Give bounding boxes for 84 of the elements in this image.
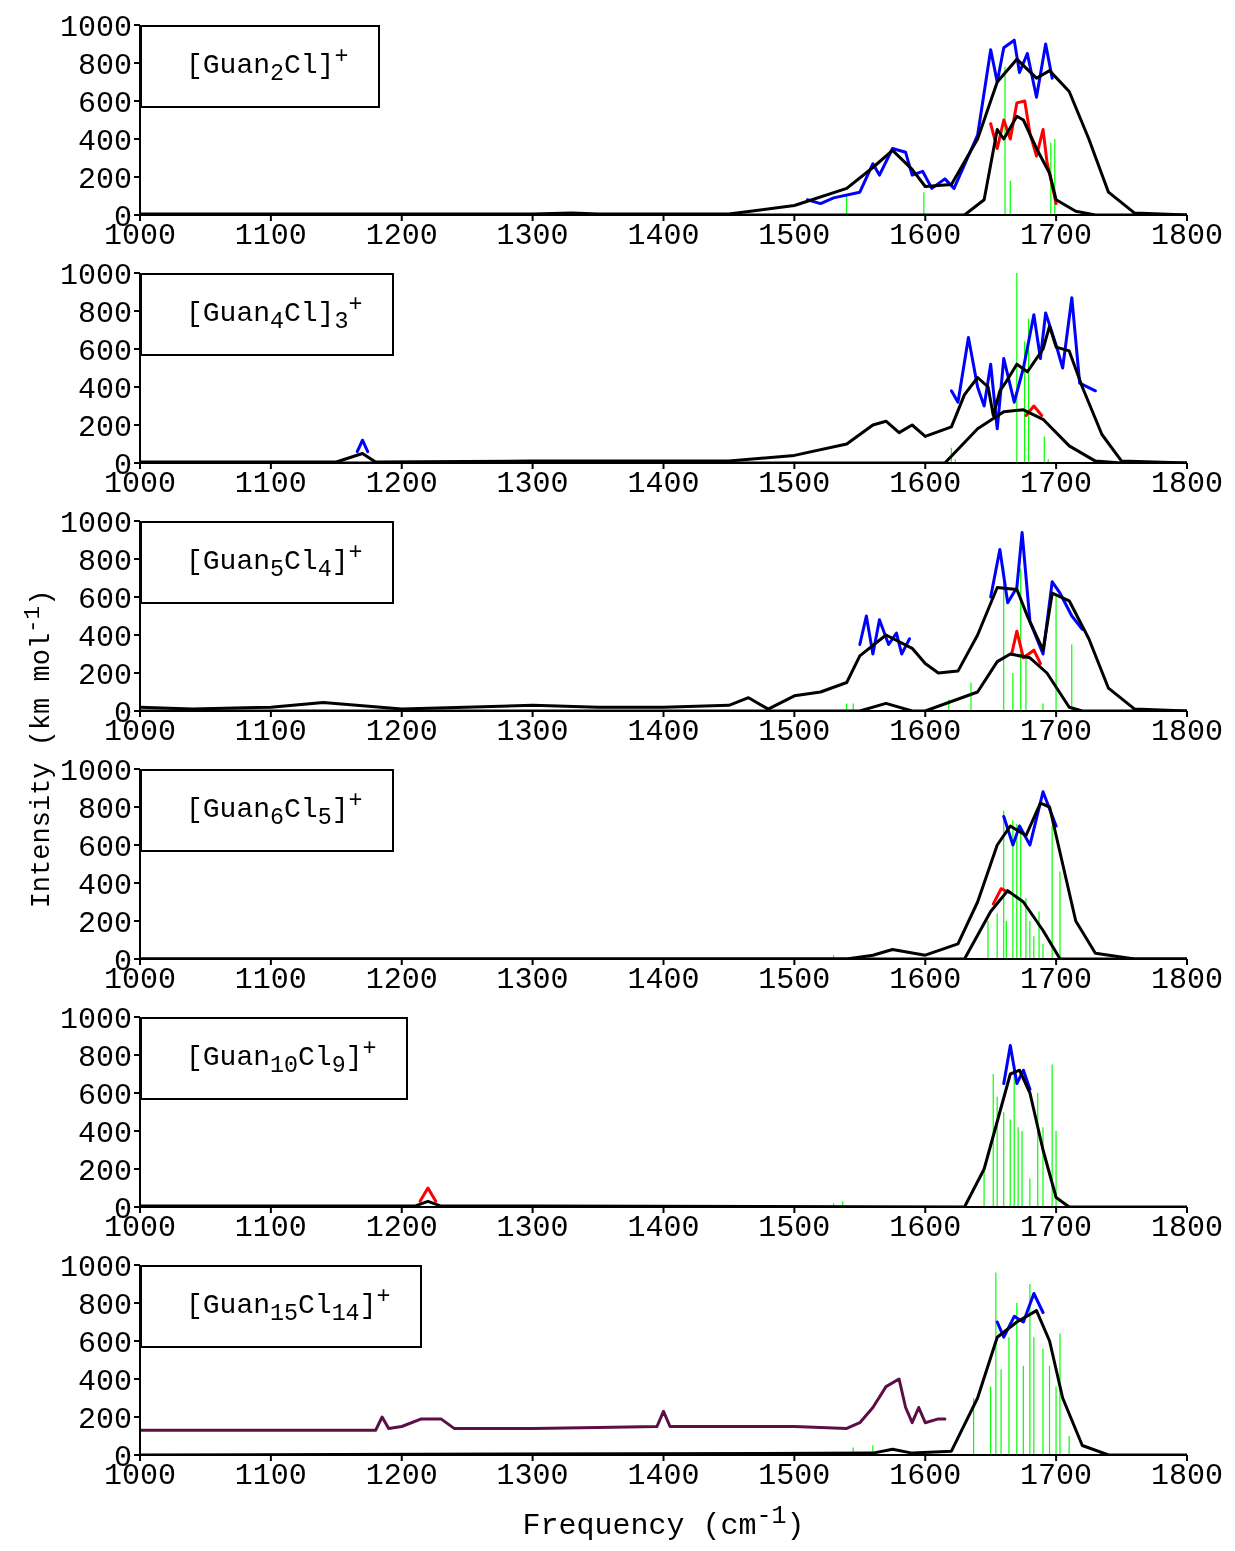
x-tick-label: 1300	[496, 715, 569, 750]
x-tick-label: 1200	[365, 1459, 438, 1494]
x-tick-label: 1100	[234, 963, 307, 998]
x-tick-label: 1300	[496, 1459, 569, 1494]
y-tick-label: 400	[77, 1364, 132, 1399]
y-tick-label: 800	[77, 544, 132, 579]
x-tick-label: 1400	[627, 219, 700, 254]
y-tick-label: 1000	[59, 10, 132, 45]
x-tick-label: 1500	[758, 715, 831, 750]
text: [Guan$_{2}$Cl]$^{+}$	[140, 25, 381, 108]
y-tick-label: 400	[77, 868, 132, 903]
y-tick-label: 1000	[59, 506, 132, 541]
x-tick-label: 1500	[758, 1459, 831, 1494]
x-tick-label: 1300	[496, 1211, 569, 1246]
x-tick-label: 1100	[234, 715, 307, 750]
x-tick-label: 1200	[365, 467, 438, 502]
x-tick-label: 1300	[496, 467, 569, 502]
text: [Guan$_{6}$Cl$_{5}$]$^{+}$	[140, 769, 395, 852]
x-tick-label: 1600	[889, 1459, 962, 1494]
x-tick-label: 1400	[627, 467, 700, 502]
x-tick-label: 1400	[627, 715, 700, 750]
x-tick-label: 1500	[758, 1211, 831, 1246]
x-tick-label: 1600	[889, 715, 962, 750]
x-tick-label: 1800	[1150, 1459, 1224, 1494]
x-tick-label: 1400	[627, 963, 700, 998]
x-tick-label: 1400	[627, 1211, 700, 1246]
y-tick-label: 800	[77, 48, 132, 83]
x-tick-label: 1800	[1150, 963, 1224, 998]
x-tick-label: 1100	[234, 219, 307, 254]
x-tick-label: 1800	[1150, 715, 1224, 750]
x-tick-label: 1600	[889, 467, 962, 502]
x-tick-label: 1700	[1020, 1459, 1093, 1494]
y-tick-label: 200	[77, 906, 132, 941]
x-tick-label: 1700	[1020, 467, 1093, 502]
y-tick-label: 600	[77, 334, 132, 369]
y-tick-label: 400	[77, 1116, 132, 1151]
x-tick-label: 1700	[1020, 219, 1093, 254]
x-tick-label: 1200	[365, 715, 438, 750]
y-tick-label: 800	[77, 1040, 132, 1075]
text: [Guan$_{10}$Cl$_{9}$]$^{+}$	[140, 1017, 409, 1100]
x-tick-label: 1700	[1020, 715, 1093, 750]
x-tick-label: 1700	[1020, 1211, 1093, 1246]
x-tick-label: 1500	[758, 963, 831, 998]
x-tick-label: 1600	[889, 1211, 962, 1246]
x-tick-label: 1500	[758, 467, 831, 502]
y-tick-label: 1000	[59, 754, 132, 789]
x-tick-label: 1300	[496, 219, 569, 254]
y-tick-label: 600	[77, 1078, 132, 1113]
y-tick-label: 1000	[59, 1250, 132, 1285]
x-tick-label: 1200	[365, 219, 438, 254]
x-tick-label: 1600	[889, 219, 962, 254]
x-tick-label: 1800	[1150, 219, 1224, 254]
x-tick-label: 1800	[1150, 467, 1224, 502]
x-tick-label: 1100	[234, 1459, 307, 1494]
y-tick-label: 200	[77, 1402, 132, 1437]
y-tick-label: 800	[77, 296, 132, 331]
x-tick-label: 1700	[1020, 963, 1093, 998]
y-tick-label: 1000	[59, 1002, 132, 1037]
y-tick-label: 400	[77, 124, 132, 159]
x-tick-label: 1400	[627, 1459, 700, 1494]
x-tick-label: 1200	[365, 1211, 438, 1246]
y-tick-label: 600	[77, 86, 132, 121]
y-tick-label: 800	[77, 1288, 132, 1323]
x-tick-label: 1200	[365, 963, 438, 998]
x-tick-label: 1600	[889, 963, 962, 998]
y-tick-label: 600	[77, 1326, 132, 1361]
x-tick-label: 1100	[234, 1211, 307, 1246]
x-tick-label: 1300	[496, 963, 569, 998]
x-axis-title: Frequency (cm$^{-1}$)	[521, 1502, 806, 1543]
y-tick-label: 600	[77, 582, 132, 617]
y-tick-label: 400	[77, 372, 132, 407]
text: [Guan$_{5}$Cl$_{4}$]$^{+}$	[140, 521, 395, 604]
y-tick-label: 600	[77, 830, 132, 865]
x-tick-label: 1100	[234, 467, 307, 502]
text: [Guan$_{15}$Cl$_{14}$]$^{+}$	[140, 1265, 423, 1348]
y-tick-label: 800	[77, 792, 132, 827]
y-tick-label: 200	[77, 162, 132, 197]
y-tick-label: 200	[77, 410, 132, 445]
x-tick-label: 1800	[1150, 1211, 1224, 1246]
y-tick-label: 400	[77, 620, 132, 655]
y-tick-label: 1000	[59, 258, 132, 293]
y-tick-label: 200	[77, 1154, 132, 1189]
y-tick-label: 200	[77, 658, 132, 693]
x-tick-label: 1500	[758, 219, 831, 254]
